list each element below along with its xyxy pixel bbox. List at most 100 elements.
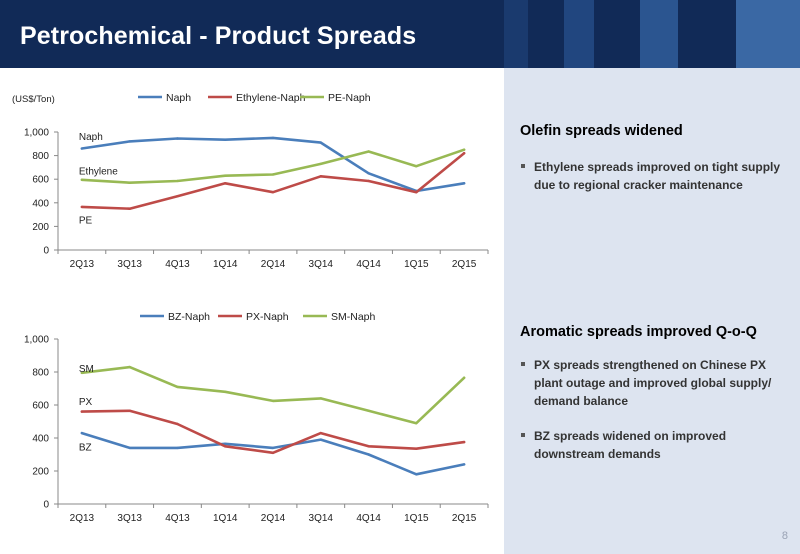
x-tick-label: 2Q15 — [452, 259, 477, 270]
data-point — [319, 141, 322, 144]
header-accent-block — [504, 0, 528, 68]
y-tick-label: 200 — [32, 467, 49, 478]
x-tick-label: 4Q13 — [165, 259, 190, 270]
y-tick-label: 1,000 — [24, 128, 49, 139]
y-tick-label: 200 — [32, 222, 49, 233]
x-tick-label: 2Q14 — [261, 513, 286, 524]
data-point — [462, 463, 466, 466]
data-point — [319, 397, 322, 400]
data-point — [319, 162, 322, 166]
data-point — [415, 165, 418, 168]
legend-entry: PX-Naph — [246, 311, 289, 323]
x-tick-label: 2Q13 — [70, 513, 95, 524]
data-point — [80, 431, 84, 435]
data-point — [271, 190, 275, 194]
data-point — [128, 140, 131, 143]
data-point — [319, 431, 322, 435]
data-point — [224, 182, 227, 185]
data-point — [367, 172, 370, 175]
commentary-panel: Olefin spreads widened Ethylene spreads … — [504, 68, 800, 554]
unit-label: (US$/Ton) — [12, 94, 55, 105]
data-point — [462, 440, 466, 444]
data-point — [319, 175, 322, 178]
x-tick-label: 1Q15 — [404, 259, 429, 270]
data-point — [80, 147, 84, 150]
page-number: 8 — [781, 530, 788, 542]
x-tick-label: 3Q14 — [309, 259, 334, 270]
y-tick-label: 1,000 — [24, 335, 49, 346]
x-tick-label: 2Q13 — [70, 259, 95, 270]
olefin-heading: Olefin spreads widened — [520, 123, 683, 139]
data-point — [128, 365, 131, 369]
x-tick-label: 2Q15 — [452, 513, 477, 524]
olefin-spreads-chart: (US$/Ton) 0 200 400 600 800 1,000 2Q13 3Q13 4Q13 1… — [0, 80, 500, 280]
y-tick-label: 600 — [32, 401, 49, 412]
header-accent-block — [564, 0, 594, 68]
bz-bullet: BZ spreads widened on improved downstrea… — [520, 427, 792, 463]
olefin-spreads-chart-svg: (US$/Ton) 0 200 400 600 800 1,000 2Q13 3Q13 4Q13 1… — [12, 92, 489, 270]
legend-entry: Ethylene-Naph — [236, 92, 306, 104]
legend-entry: SM-Naph — [331, 311, 376, 323]
series-line — [80, 409, 466, 455]
y-tick-label: 600 — [32, 175, 49, 186]
y-tick-label: 0 — [43, 500, 49, 511]
x-tick-label: 3Q14 — [309, 513, 334, 524]
data-point — [462, 376, 466, 379]
data-point — [271, 446, 275, 450]
bullet-square-icon — [521, 362, 525, 366]
x-tick-label: 3Q13 — [117, 513, 142, 524]
x-tick-label: 4Q13 — [165, 513, 190, 524]
data-point — [367, 409, 370, 412]
data-point — [224, 445, 227, 448]
series-annotation: Naph — [79, 132, 103, 143]
data-point — [176, 446, 179, 450]
data-point — [271, 173, 275, 176]
data-point — [271, 399, 275, 403]
series-annotation: BZ — [79, 442, 92, 453]
data-point — [80, 178, 84, 181]
data-point — [128, 207, 131, 210]
header-accent-block — [640, 0, 678, 68]
data-point — [224, 138, 227, 141]
x-tick-label: 2Q14 — [261, 259, 286, 270]
y-tick-label: 800 — [32, 368, 49, 379]
series-annotation: PX — [79, 397, 93, 408]
data-point — [224, 442, 227, 445]
data-point — [176, 137, 179, 140]
data-point — [224, 390, 227, 393]
series-annotation: SM — [79, 364, 94, 375]
series-annotation: PE — [79, 215, 93, 226]
data-point — [415, 447, 418, 450]
data-point — [319, 438, 322, 441]
bz-bullet-text: BZ spreads widened on improved downstrea… — [534, 429, 727, 461]
y-tick-label: 800 — [32, 151, 49, 162]
series-line — [80, 148, 466, 184]
y-tick-label: 400 — [32, 434, 49, 445]
data-point — [367, 453, 370, 456]
px-bullet-text: PX spreads strengthened on Chinese PX pl… — [534, 358, 772, 408]
data-point — [224, 174, 227, 177]
data-point — [367, 445, 370, 448]
series-line — [80, 151, 466, 210]
data-point — [415, 473, 418, 476]
data-point — [128, 446, 131, 450]
data-point — [176, 385, 179, 389]
data-point — [128, 181, 131, 184]
data-point — [176, 195, 179, 198]
x-tick-label: 3Q13 — [117, 259, 142, 270]
x-tick-label: 1Q14 — [213, 513, 238, 524]
px-bullet: PX spreads strengthened on Chinese PX pl… — [520, 356, 792, 410]
legend-entry: BZ-Naph — [168, 311, 210, 323]
data-point — [367, 150, 370, 153]
olefin-bullet: Ethylene spreads improved on tight suppl… — [520, 158, 792, 194]
data-point — [367, 179, 370, 183]
data-point — [176, 179, 179, 183]
data-point — [462, 182, 466, 185]
data-point — [415, 421, 418, 425]
data-point — [176, 422, 179, 426]
bullet-square-icon — [521, 433, 525, 437]
page-title: Petrochemical - Product Spreads — [20, 22, 417, 50]
x-tick-label: 4Q14 — [356, 513, 381, 524]
aromatic-spreads-chart-svg: 0 200 400 600 800 1,000 2Q13 3Q13 4Q13 1Q14 2Q14 3Q… — [24, 311, 489, 524]
series-annotation: Ethylene — [79, 166, 118, 177]
